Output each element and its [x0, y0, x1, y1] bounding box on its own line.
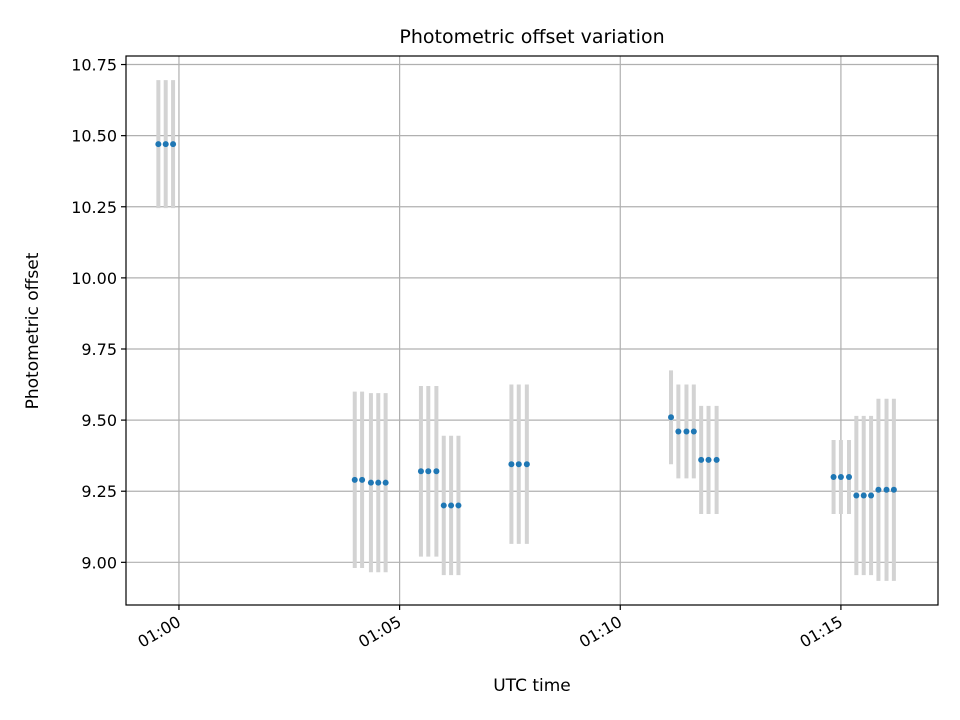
data-point — [883, 486, 890, 493]
data-point — [417, 468, 424, 475]
data-point — [375, 479, 382, 486]
data-point — [367, 479, 374, 486]
data-point — [155, 141, 162, 148]
data-point — [890, 486, 897, 493]
data-point — [162, 141, 169, 148]
plot-frame — [125, 55, 939, 606]
y-axis-ticks: 9.00 9.25 9.50 9.75 10.00 10.25 10.50 10.75 — [71, 56, 126, 572]
chart-title: Photometric offset variation — [399, 26, 664, 48]
data-point — [690, 428, 697, 435]
data-point — [705, 456, 712, 463]
data-point — [830, 473, 837, 480]
y-tick-label: 9.25 — [81, 482, 117, 501]
data-point — [868, 492, 875, 499]
data-point — [668, 414, 675, 421]
data-point — [698, 456, 705, 463]
data-point — [875, 486, 882, 493]
grid — [126, 56, 938, 605]
data-point — [713, 456, 720, 463]
data-point — [846, 473, 853, 480]
data-point — [523, 461, 530, 468]
data-point — [683, 428, 690, 435]
plot-area-background — [126, 56, 938, 605]
data-point — [425, 468, 432, 475]
y-tick-label: 10.75 — [71, 56, 117, 75]
data-point — [837, 473, 844, 480]
data-point — [440, 502, 447, 509]
data-point — [853, 492, 860, 499]
data-point — [382, 479, 389, 486]
data-point — [508, 461, 515, 468]
y-tick-label: 9.00 — [81, 553, 117, 572]
data-point — [455, 502, 462, 509]
data-point — [515, 461, 522, 468]
data-point — [433, 468, 440, 475]
data-points — [155, 141, 897, 509]
y-tick-label: 10.50 — [71, 127, 117, 146]
y-tick-label: 9.75 — [81, 340, 117, 359]
data-point — [675, 428, 682, 435]
y-axis-title: Photometric offset — [23, 252, 43, 409]
y-tick-label: 9.50 — [81, 411, 117, 430]
y-tick-label: 10.00 — [71, 269, 117, 288]
data-point — [351, 476, 358, 483]
data-point — [359, 476, 366, 483]
data-point — [448, 502, 455, 509]
x-axis-title: UTC time — [493, 676, 571, 696]
data-point — [170, 141, 177, 148]
data-point — [860, 492, 867, 499]
y-tick-label: 10.25 — [71, 198, 117, 217]
